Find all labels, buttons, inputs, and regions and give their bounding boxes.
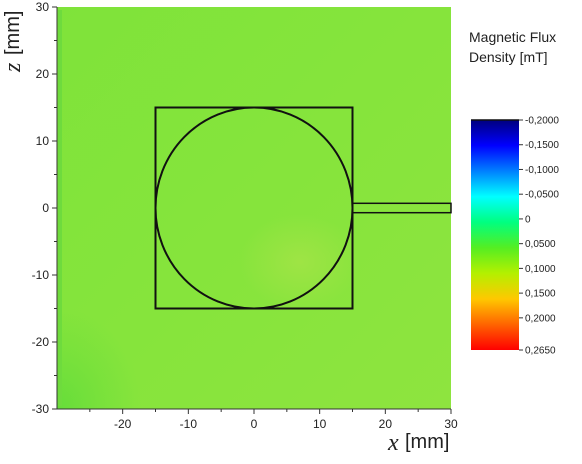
y-axis-unit: [mm] <box>2 11 24 55</box>
colorbar-title-line-2: Density [mT] <box>469 49 548 65</box>
y-tick-label: -10 <box>32 268 50 282</box>
x-tick-label: 30 <box>444 417 458 431</box>
colorbar-tick-label: 0,0500 <box>525 239 556 250</box>
y-tick-label: 10 <box>36 134 50 148</box>
colorbar-tick-label: -0,1500 <box>525 140 559 151</box>
colorbar-tick-label: 0,2000 <box>525 313 556 324</box>
y-tick-label: -20 <box>32 335 50 349</box>
x-tick-label: -10 <box>180 417 198 431</box>
colorbar-tick-label: -0,2000 <box>525 116 559 127</box>
axis-labels: x [mm] z [mm] <box>0 11 449 456</box>
y-axis-symbol: z <box>0 62 26 73</box>
colorbar-tick-label: -0,1000 <box>525 165 559 176</box>
sample-outline <box>154 106 452 310</box>
x-tick-label: 20 <box>379 417 393 431</box>
flux-field-lower-left-low <box>57 240 197 409</box>
y-tick-label: 0 <box>42 201 49 215</box>
colorbar: Magnetic Flux Density [mT] -0,2000 -0,150… <box>469 29 559 357</box>
colorbar-tick-label: 0,1000 <box>525 264 556 275</box>
colorbar-title-line-1: Magnetic Flux <box>469 29 556 45</box>
y-tick-label: 20 <box>36 67 50 81</box>
flux-field <box>57 7 451 409</box>
x-tick-label: 10 <box>313 417 327 431</box>
y-tick-label: -30 <box>32 402 50 416</box>
flux-field-hotspot <box>240 214 360 310</box>
plot-axes: -20 -10 0 10 20 30 30 20 10 0 -10 -20 -30 <box>32 0 458 431</box>
x-axis-unit: [mm] <box>405 431 449 453</box>
y-tick-label: 30 <box>36 0 50 14</box>
x-tick-label: 0 <box>251 417 258 431</box>
colorbar-gradient <box>471 120 519 350</box>
colorbar-tick-label: -0,0500 <box>525 190 559 201</box>
x-tick-label: -20 <box>114 417 132 431</box>
colorbar-tick-label: 0,2650 <box>525 346 556 357</box>
sample-bar-outline <box>351 202 452 214</box>
colorbar-tick-label: 0,1500 <box>525 289 556 300</box>
x-axis-symbol: x <box>387 430 399 456</box>
colorbar-tick-label: 0 <box>525 214 531 225</box>
